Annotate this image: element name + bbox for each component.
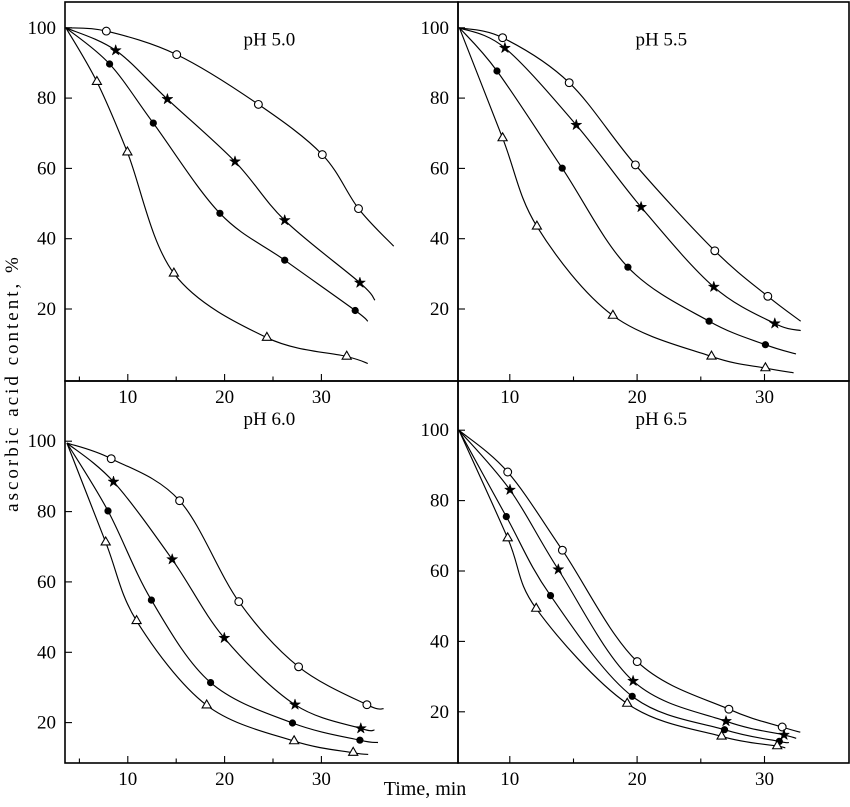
svg-text:60: 60 [430, 561, 449, 582]
svg-text:100: 100 [421, 18, 450, 39]
svg-text:40: 40 [37, 229, 56, 250]
svg-text:80: 80 [37, 88, 56, 109]
svg-text:20: 20 [430, 299, 449, 320]
svg-text:60: 60 [430, 158, 449, 179]
svg-text:10: 10 [118, 769, 137, 790]
svg-text:60: 60 [37, 572, 56, 593]
svg-text:20: 20 [628, 769, 647, 790]
svg-text:100: 100 [28, 18, 57, 39]
svg-text:10: 10 [500, 769, 519, 790]
svg-text:60: 60 [37, 158, 56, 179]
svg-text:20: 20 [430, 702, 449, 723]
svg-text:pH 5.5: pH 5.5 [635, 30, 687, 51]
svg-text:30: 30 [755, 769, 774, 790]
svg-text:80: 80 [430, 491, 449, 512]
svg-text:pH 6.0: pH 6.0 [243, 409, 295, 430]
svg-text:100: 100 [28, 431, 57, 452]
svg-text:100: 100 [421, 420, 450, 441]
svg-text:30: 30 [312, 769, 331, 790]
svg-text:pH 6.5: pH 6.5 [635, 409, 687, 430]
svg-text:20: 20 [37, 713, 56, 734]
svg-text:pH 5.0: pH 5.0 [243, 30, 295, 51]
svg-text:20: 20 [37, 299, 56, 320]
svg-text:20: 20 [215, 769, 234, 790]
svg-text:40: 40 [430, 229, 449, 250]
svg-text:40: 40 [430, 631, 449, 652]
svg-text:40: 40 [37, 642, 56, 663]
svg-text:80: 80 [430, 88, 449, 109]
svg-text:80: 80 [37, 502, 56, 523]
